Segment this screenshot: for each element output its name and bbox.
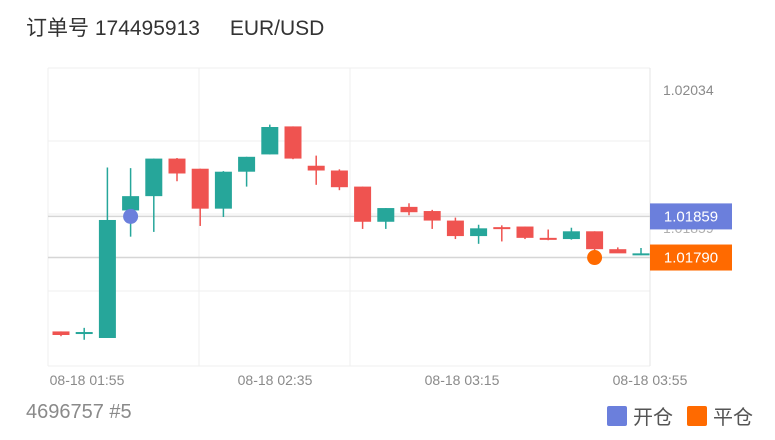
close-price-tag bbox=[650, 244, 732, 271]
x-tick-label: 08-18 03:55 bbox=[613, 372, 688, 388]
candle-body bbox=[400, 206, 418, 213]
close-price-label: 1.01790 bbox=[664, 250, 718, 267]
open-marker bbox=[123, 208, 139, 224]
legend: 开仓 平仓 bbox=[593, 401, 753, 430]
candle-body bbox=[377, 208, 395, 222]
candle-body bbox=[539, 237, 557, 240]
candle-body bbox=[632, 253, 650, 256]
legend-item-close: 平仓 bbox=[687, 401, 753, 430]
candle-body bbox=[261, 127, 279, 155]
legend-open-label: 开仓 bbox=[633, 407, 673, 429]
candle-body bbox=[586, 231, 604, 250]
candle-body bbox=[470, 228, 488, 237]
candle-body bbox=[122, 196, 140, 211]
open-price-label: 1.01859 bbox=[664, 208, 718, 225]
y-tick-label: 1.02034 bbox=[663, 82, 714, 98]
x-tick-label: 08-18 03:15 bbox=[425, 372, 500, 388]
legend-item-open: 开仓 bbox=[607, 401, 673, 430]
candle-body bbox=[75, 332, 93, 335]
x-tick-label: 08-18 02:35 bbox=[238, 372, 313, 388]
order-label: 订单号 bbox=[26, 17, 89, 40]
candle-body bbox=[609, 249, 627, 254]
candle-body bbox=[423, 211, 441, 221]
candle-body bbox=[238, 156, 256, 172]
legend-close-label: 平仓 bbox=[713, 407, 753, 429]
open-price-tag bbox=[650, 203, 732, 230]
legend-close-swatch bbox=[687, 405, 707, 426]
x-tick-label: 08-18 01:55 bbox=[50, 372, 125, 388]
candle-body bbox=[516, 226, 534, 238]
candle-body bbox=[284, 126, 302, 159]
currency-pair: EUR/USD bbox=[229, 17, 325, 40]
legend-open-swatch bbox=[607, 405, 627, 426]
candle-body bbox=[330, 170, 348, 188]
candle-body bbox=[52, 331, 70, 336]
candle-body bbox=[307, 165, 325, 171]
candle-body bbox=[562, 231, 580, 240]
order-number: 174495913 bbox=[94, 17, 200, 40]
candle-body bbox=[493, 227, 511, 230]
candle-body bbox=[446, 220, 464, 237]
chart-header: 订单号 174495913 EUR/USD bbox=[26, 12, 324, 42]
candle-body bbox=[191, 168, 209, 209]
candle-body bbox=[98, 219, 116, 338]
candle-body bbox=[354, 186, 372, 222]
candle-body bbox=[214, 171, 232, 209]
account-id: 4696757 #5 bbox=[26, 401, 132, 423]
candle-body bbox=[168, 158, 186, 174]
close-marker bbox=[587, 250, 603, 266]
candle-body bbox=[145, 158, 163, 197]
